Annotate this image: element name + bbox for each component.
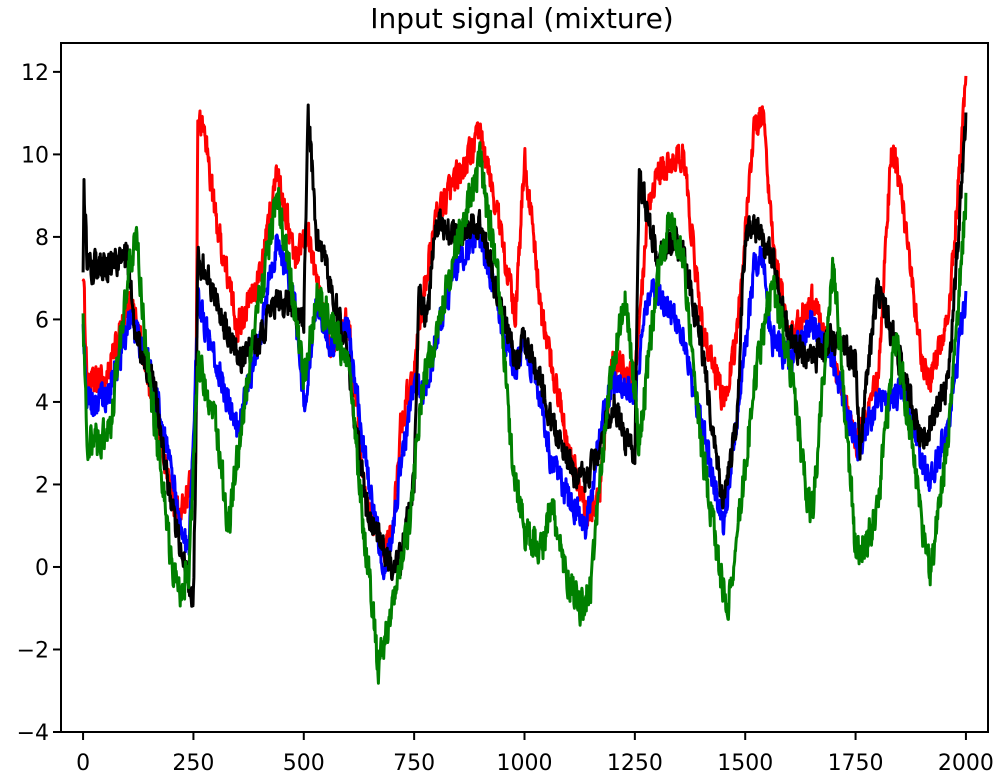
y-tick-label: 6: [35, 308, 49, 333]
series-line-4: [81, 141, 968, 685]
x-tick-label: 1750: [828, 751, 884, 776]
y-tick-label: −2: [17, 638, 49, 663]
series-layer: [81, 75, 968, 685]
x-tick-label: 250: [172, 751, 214, 776]
y-tick-label: −4: [17, 721, 49, 746]
y-tick-label: 2: [35, 473, 49, 498]
chart-title: Input signal (mixture): [370, 2, 673, 35]
x-tick-label: 2000: [938, 751, 994, 776]
y-tick-label: 4: [35, 391, 49, 416]
y-tick-label: 12: [21, 61, 49, 86]
x-tick-label: 1500: [717, 751, 773, 776]
plot-frame: [60, 42, 989, 733]
x-tick-label: 1000: [497, 751, 553, 776]
x-tick-label: 750: [393, 751, 435, 776]
x-tick-label: 0: [76, 751, 90, 776]
x-tick-label: 500: [283, 751, 325, 776]
y-axis: −4 −2 0 2 4 6 8 10 12: [17, 61, 61, 746]
x-tick-label: 1250: [607, 751, 663, 776]
y-tick-label: 8: [35, 226, 49, 251]
series-line-1: [81, 75, 968, 566]
y-tick-label: 0: [35, 556, 49, 581]
x-axis: 0 250 500 750 1000 1250 1500 1750 2000: [76, 732, 994, 776]
series-line-3: [81, 103, 968, 608]
y-tick-label: 10: [21, 143, 49, 168]
